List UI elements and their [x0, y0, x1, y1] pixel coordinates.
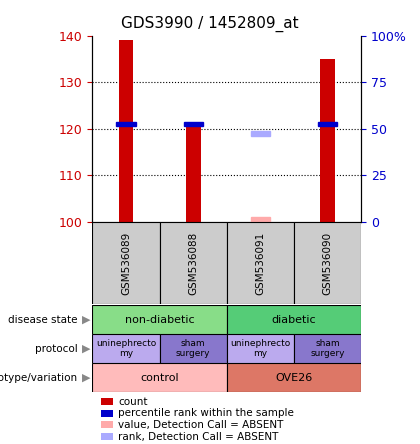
Text: value, Detection Call = ABSENT: value, Detection Call = ABSENT [118, 420, 284, 430]
Text: GSM536088: GSM536088 [188, 231, 198, 295]
Text: uninephrecto
my: uninephrecto my [96, 339, 156, 358]
Text: GSM536089: GSM536089 [121, 231, 131, 295]
Bar [101, 398, 113, 405]
Bar [227, 334, 294, 363]
Text: OVE26: OVE26 [276, 373, 312, 383]
Bar [318, 122, 337, 127]
Text: GSM536091: GSM536091 [255, 231, 265, 295]
Text: control: control [140, 373, 179, 383]
Text: GDS3990 / 1452809_at: GDS3990 / 1452809_at [121, 16, 299, 32]
Bar [227, 222, 294, 304]
Bar [101, 421, 113, 428]
Text: protocol: protocol [35, 344, 78, 354]
Text: GSM536090: GSM536090 [323, 231, 333, 295]
Bar [160, 222, 227, 304]
Bar [101, 410, 113, 417]
Bar [92, 363, 227, 392]
Bar [160, 334, 227, 363]
Text: uninephrecto
my: uninephrecto my [230, 339, 291, 358]
Bar [227, 305, 361, 334]
Bar [251, 218, 270, 222]
Text: non-diabetic: non-diabetic [125, 315, 194, 325]
Bar [184, 122, 203, 127]
Bar [186, 124, 201, 222]
Bar [92, 334, 160, 363]
Text: percentile rank within the sample: percentile rank within the sample [118, 408, 294, 418]
Bar [116, 122, 136, 127]
Bar [227, 363, 361, 392]
Bar [101, 433, 113, 440]
Text: ▶: ▶ [82, 315, 90, 325]
Bar [251, 131, 270, 136]
Text: sham
surgery: sham surgery [310, 339, 345, 358]
Bar [294, 334, 361, 363]
Text: genotype/variation: genotype/variation [0, 373, 78, 383]
Bar [320, 59, 335, 222]
Bar [92, 222, 160, 304]
Text: ▶: ▶ [82, 373, 90, 383]
Text: ▶: ▶ [82, 344, 90, 354]
Text: count: count [118, 396, 148, 407]
Bar [92, 305, 227, 334]
Bar [294, 222, 361, 304]
Bar [118, 40, 134, 222]
Text: disease state: disease state [8, 315, 78, 325]
Text: sham
surgery: sham surgery [176, 339, 210, 358]
Text: rank, Detection Call = ABSENT: rank, Detection Call = ABSENT [118, 432, 278, 441]
Text: diabetic: diabetic [272, 315, 316, 325]
